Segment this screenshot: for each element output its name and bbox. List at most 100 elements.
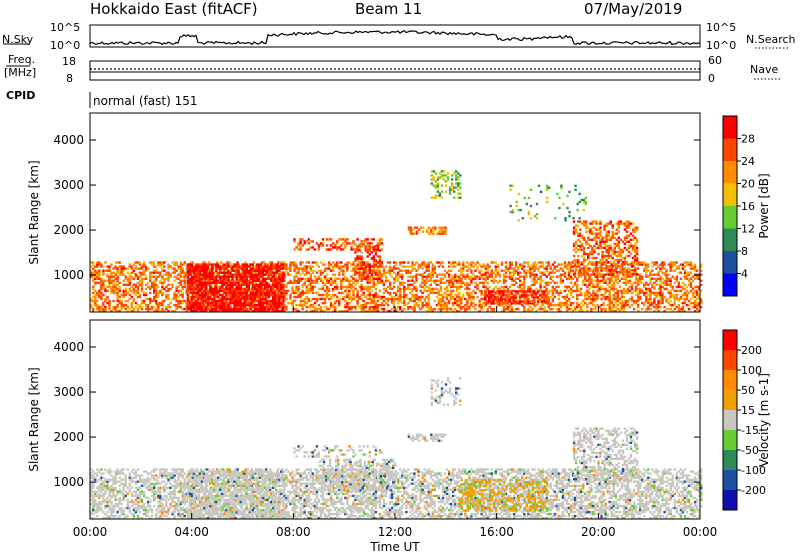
range-gate-cell [265, 263, 269, 266]
range-gate-cell [439, 293, 443, 297]
range-gate-cell [327, 297, 331, 301]
range-gate-cell [425, 275, 428, 278]
range-gate-cell [496, 303, 500, 307]
range-gate-cell [188, 279, 191, 282]
range-gate-cell [439, 277, 443, 280]
range-gate-cell [543, 299, 546, 303]
range-gate-cell [261, 301, 265, 305]
range-gate-cell [274, 285, 277, 289]
range-gate-cell [451, 263, 455, 266]
range-gate-cell [504, 271, 508, 274]
range-gate-cell [194, 263, 198, 266]
range-gate-cell [610, 301, 613, 305]
range-gate-cell [140, 307, 144, 311]
range-gate-cell [517, 307, 520, 311]
range-gate-cell [547, 289, 550, 293]
range-gate-cell [198, 281, 202, 284]
range-gate-cell [559, 305, 563, 309]
range-gate-cell [559, 275, 563, 278]
range-gate-cell [354, 287, 357, 291]
range-gate-cell [456, 303, 459, 307]
range-gate-cell [669, 279, 672, 282]
range-gate-cell [149, 287, 152, 291]
range-gate-cell [661, 263, 664, 266]
range-gate-cell [458, 310, 461, 313]
range-gate-cell [397, 277, 400, 280]
range-gate-cell [211, 265, 214, 268]
range-gate-cell [423, 275, 426, 278]
range-gate-cell [215, 293, 218, 297]
range-gate-cell [409, 279, 412, 282]
range-gate-cell [211, 310, 214, 313]
range-gate-cell [231, 310, 234, 313]
range-gate-cell [545, 287, 548, 291]
range-gate-cell [255, 267, 259, 270]
range-gate-cell [257, 303, 261, 307]
range-gate-cell [204, 291, 208, 295]
range-gate-cell [221, 305, 224, 309]
range-gate-cell [221, 307, 224, 311]
range-gate-cell [506, 267, 510, 270]
range-gate-cell [405, 293, 408, 297]
range-gate-cell [382, 295, 386, 299]
range-gate-cell [196, 299, 200, 303]
range-gate-cell [289, 265, 292, 268]
range-gate-cell [685, 277, 689, 280]
range-gate-cell [431, 310, 434, 313]
range-gate-cell [311, 305, 314, 309]
range-gate-cell [233, 310, 236, 313]
range-gate-cell [348, 289, 351, 293]
range-gate-cell [295, 271, 298, 274]
range-gate-cell [307, 279, 310, 282]
range-gate-cell [661, 267, 664, 270]
range-gate-cell [263, 305, 267, 309]
range-gate-cell [366, 301, 369, 305]
range-gate-cell [280, 277, 283, 280]
range-gate-cell [223, 263, 226, 266]
range-gate-cell [342, 279, 345, 282]
range-gate-cell [655, 295, 658, 299]
range-gate-cell [372, 281, 375, 284]
range-gate-cell [512, 301, 516, 305]
range-gate-cell [659, 269, 662, 272]
range-gate-cell [527, 271, 530, 274]
range-gate-cell [439, 261, 443, 264]
range-gate-cell [417, 267, 420, 270]
range-gate-cell [388, 297, 392, 301]
range-gate-cell [403, 265, 406, 268]
range-gate-cell [551, 299, 554, 303]
range-gate-cell [265, 310, 269, 313]
range-gate-cell [432, 226, 435, 229]
range-gate-cell [313, 291, 317, 295]
range-gate-cell [584, 291, 587, 295]
range-gate-cell [451, 275, 455, 278]
range-gate-cell [274, 307, 277, 311]
range-gate-cell [319, 307, 323, 311]
range-gate-cell [325, 285, 329, 289]
range-gate-cell [185, 310, 188, 313]
range-gate-cell [358, 261, 361, 264]
range-gate-cell [604, 289, 607, 293]
range-gate-cell [436, 186, 440, 189]
range-gate-cell [366, 255, 369, 258]
range-gate-cell [665, 287, 668, 291]
range-gate-cell [447, 307, 451, 311]
range-gate-cell [219, 301, 222, 305]
range-gate-cell [436, 190, 440, 193]
range-gate-cell [559, 289, 563, 293]
range-gate-cell [474, 277, 477, 280]
range-gate-cell [247, 269, 250, 272]
range-gate-cell [124, 277, 127, 280]
range-gate-cell [282, 267, 285, 270]
range-gate-cell [188, 277, 191, 280]
range-gate-cell [486, 307, 489, 311]
range-gate-cell [221, 281, 224, 284]
range-gate-cell [278, 305, 281, 309]
range-gate-cell [230, 263, 233, 266]
range-gate-cell [436, 194, 440, 197]
range-gate-cell [443, 281, 447, 284]
range-gate-cell [626, 263, 630, 266]
range-gate-cell [132, 287, 136, 291]
range-gate-cell [356, 289, 359, 293]
range-gate-cell [572, 248, 576, 252]
